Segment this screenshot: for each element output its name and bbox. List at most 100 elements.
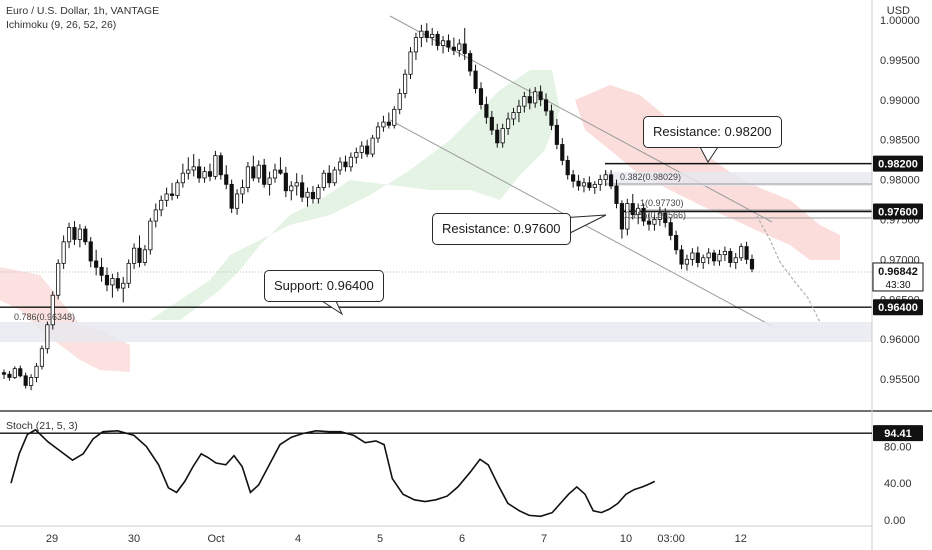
candle-body (408, 51, 413, 75)
candle-body (12, 368, 17, 378)
candle-body (749, 258, 755, 270)
candle-body (522, 96, 527, 107)
stoch-tick-label: 40.00 (884, 478, 912, 490)
time-tick-label: 30 (128, 533, 140, 545)
candle-body (104, 274, 110, 286)
candle-body (240, 187, 245, 195)
candle-body (690, 252, 695, 260)
candle-body (126, 262, 131, 284)
candle-body (300, 182, 305, 198)
candle-body (316, 187, 321, 200)
candle-body (202, 171, 207, 179)
fib-zone-lower (0, 322, 872, 342)
candle-body (478, 88, 484, 105)
time-tick-label: 6 (459, 533, 465, 545)
candle-body (175, 182, 180, 196)
price-tick-label: 0.99000 (880, 95, 920, 107)
candle-body (403, 73, 408, 94)
candle-body (267, 177, 272, 185)
candle-body (115, 278, 120, 289)
level-badge: 0.97600 (878, 206, 918, 218)
indicator-label: Ichimoku (9, 26, 52, 26) (6, 19, 117, 31)
candle-body (343, 161, 348, 168)
candle-body (657, 212, 662, 220)
callout-resistance-high: Resistance: 0.98200 (643, 116, 782, 148)
last-price-badge: 0.96842 (878, 266, 918, 278)
last-price-countdown: 43:30 (885, 280, 910, 291)
candle-body (397, 93, 402, 110)
candle-body (511, 112, 516, 120)
candle-body (684, 258, 690, 265)
stoch-level-badge-bg (873, 425, 923, 442)
candle-body (7, 373, 12, 378)
candle-body (229, 183, 234, 209)
cloud-bull-mid (150, 70, 560, 320)
candle-body (674, 235, 679, 251)
candle-body (18, 368, 23, 377)
currency-label: USD (886, 5, 910, 17)
last-price-badge-bg (872, 262, 924, 292)
candle-body (592, 183, 597, 188)
candle-body (191, 166, 196, 171)
candle-body (641, 207, 646, 222)
candle-body (440, 40, 446, 46)
price-tick-label: 0.96000 (880, 334, 920, 346)
time-ticks: 29 30 Oct 4 5 6 7 10 03:00 12 (46, 533, 747, 545)
candle-body (234, 193, 240, 209)
candle-body (61, 241, 66, 264)
candle-body (1, 372, 7, 375)
candle-body (354, 152, 359, 158)
price-ticks: 1.000000.995000.990000.985000.980000.975… (880, 15, 920, 386)
candle-body (207, 171, 213, 177)
stoch-label: Stoch (21, 5, 3) (6, 420, 78, 432)
candle-body (679, 249, 684, 265)
axis-badges: 0.98200 0.97600 0.96400 0.96842 43:30 94.41 (872, 155, 924, 442)
candle-body (630, 203, 635, 216)
time-tick-label: 29 (46, 533, 58, 545)
candle-body (197, 166, 202, 179)
candle-body (110, 278, 115, 286)
callout-pointers (321, 146, 719, 316)
candle-body (587, 182, 592, 188)
candle-body (386, 121, 391, 126)
candle-body (88, 241, 93, 262)
candle-body (66, 227, 72, 243)
candle-body (256, 164, 261, 179)
candle-body (533, 91, 538, 104)
candle-body (484, 104, 489, 118)
candle-body (153, 209, 158, 222)
candle-body (451, 46, 456, 51)
level-badge-bg (873, 155, 923, 172)
candle-body (457, 43, 462, 51)
stoch-layer: 80.00 40.00 0.00 (0, 428, 912, 527)
candle-body (34, 365, 39, 378)
fib-label-786-upper: 0.786(0.97566) (625, 210, 687, 220)
candle-body (348, 156, 353, 168)
candle-body (560, 144, 565, 161)
fib-zone-upper (605, 172, 872, 186)
candle-body (500, 128, 505, 144)
fib-zones (0, 172, 872, 342)
pointer-res-mid (559, 214, 607, 239)
candle-body (142, 249, 148, 263)
candle-body (419, 30, 424, 38)
candle-body (652, 219, 657, 225)
candle-body (489, 116, 494, 131)
candle-body (381, 121, 386, 128)
candle-body (430, 33, 435, 38)
candle-body (251, 166, 256, 179)
candle-body (424, 30, 429, 38)
time-tick-label: Oct (207, 533, 224, 545)
candle-body (468, 53, 473, 72)
candle-body (473, 70, 478, 90)
candle-body (29, 377, 34, 386)
candle-body (625, 203, 630, 230)
candle-body (435, 33, 440, 46)
candle-body (94, 260, 99, 268)
candle-body (159, 199, 164, 211)
candle-body (321, 172, 326, 188)
candle-body (375, 126, 381, 139)
candle-body (169, 193, 175, 196)
